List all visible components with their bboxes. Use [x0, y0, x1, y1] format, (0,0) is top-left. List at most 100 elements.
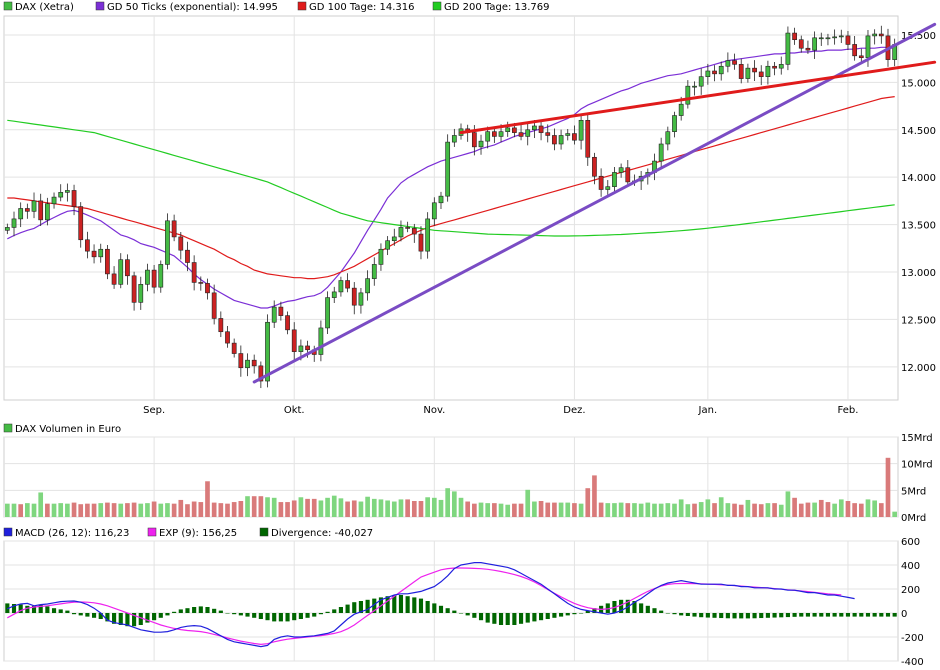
- volume-bar: [65, 503, 70, 517]
- divergence-bar: [232, 613, 237, 615]
- volume-bar: [738, 504, 744, 517]
- divergence-bar: [485, 613, 490, 623]
- divergence-bar: [538, 613, 544, 621]
- divergence-bar: [398, 595, 404, 613]
- y-tick-label: -400: [901, 657, 924, 668]
- volume-bar: [111, 503, 117, 517]
- volume-bar: [618, 502, 624, 517]
- legend-swatch: [147, 527, 157, 537]
- candle: [365, 278, 370, 294]
- divergence-bar: [172, 611, 177, 613]
- divergence-bar: [458, 613, 464, 614]
- candle: [291, 329, 297, 352]
- volume-bar: [665, 503, 671, 517]
- candle: [191, 262, 197, 283]
- volume-bar: [838, 499, 844, 517]
- divergence-bar: [839, 613, 844, 617]
- volume-bar: [285, 502, 290, 517]
- divergence-bar: [659, 610, 664, 613]
- volume-bar: [225, 503, 230, 517]
- divergence-bar: [472, 613, 477, 618]
- volume-bar: [678, 499, 684, 517]
- divergence-bar: [652, 608, 657, 613]
- volume-bar: [258, 496, 264, 517]
- candle: [518, 132, 524, 137]
- candle: [225, 331, 230, 344]
- candle: [298, 345, 304, 352]
- volume-bar: [238, 501, 244, 517]
- volume-bar: [692, 503, 697, 517]
- volume-bar: [572, 503, 577, 517]
- volume-bar: [798, 503, 804, 517]
- candle: [618, 167, 624, 173]
- divergence-bar: [418, 598, 424, 613]
- candle: [805, 47, 811, 51]
- y-tick-label: 0Mrd: [901, 513, 926, 524]
- divergence-bar: [565, 613, 570, 616]
- volume-bar: [231, 502, 237, 517]
- volume-bar: [705, 499, 711, 517]
- volume-bar: [178, 499, 184, 517]
- volume-bar: [685, 504, 691, 517]
- volume-bar: [105, 502, 110, 517]
- volume-bar: [265, 497, 270, 517]
- candle: [371, 264, 377, 279]
- divergence-bar: [338, 607, 343, 613]
- divergence-bar: [212, 608, 217, 613]
- legend-label: GD 50 Ticks (exponential): 14.995: [107, 2, 278, 13]
- candle: [151, 269, 157, 288]
- candle: [478, 140, 484, 148]
- volume-bar: [145, 503, 150, 517]
- candle: [845, 35, 851, 45]
- divergence-bar: [325, 611, 330, 613]
- divergence-bar: [719, 613, 724, 619]
- volume-bar: [85, 503, 90, 517]
- candle: [505, 127, 511, 132]
- divergence-bar: [845, 613, 851, 617]
- y-tick-label: 200: [901, 585, 920, 596]
- divergence-bar: [492, 613, 497, 624]
- candle: [38, 200, 44, 221]
- volume-bar: [78, 504, 84, 517]
- candle: [872, 33, 878, 37]
- divergence-bar: [559, 613, 564, 617]
- series-line: [7, 45, 895, 309]
- plot-area: [3, 15, 899, 401]
- candle: [205, 283, 210, 294]
- volume-bar: [498, 503, 504, 517]
- divergence-bar: [605, 603, 610, 613]
- candle: [71, 190, 77, 207]
- candle: [218, 318, 224, 333]
- divergence-bar: [292, 613, 297, 621]
- volume-bar: [652, 503, 657, 517]
- candle: [552, 135, 557, 145]
- volume-bar: [298, 497, 304, 517]
- volume-bar: [852, 503, 857, 517]
- candle: [11, 218, 17, 228]
- candle: [285, 315, 290, 331]
- volume-bar: [538, 501, 544, 517]
- volume-bar: [718, 497, 724, 517]
- legend-label: MACD (26, 12): 116,23: [15, 528, 129, 539]
- volume-bar: [512, 503, 517, 517]
- macd-panel: -400 -200 0 200 400 600: [3, 537, 924, 668]
- candle: [758, 71, 764, 77]
- candle: [125, 259, 130, 277]
- volume-bar: [558, 502, 564, 517]
- legend-swatch: [95, 1, 105, 11]
- candle: [65, 190, 70, 193]
- divergence-bar: [85, 613, 90, 617]
- volume-bar: [18, 504, 24, 517]
- y-tick-label: 5Mrd: [901, 486, 926, 497]
- divergence-bar: [592, 608, 597, 613]
- divergence-bar: [198, 606, 203, 613]
- divergence-bar: [392, 595, 397, 613]
- candle: [772, 65, 777, 69]
- candle: [612, 172, 617, 187]
- divergence-bar: [585, 610, 590, 613]
- volume-bar: [118, 503, 124, 517]
- candle: [4, 227, 10, 231]
- divergence-bar: [532, 613, 537, 622]
- volume-bar: [5, 503, 10, 517]
- divergence-bar: [805, 613, 811, 617]
